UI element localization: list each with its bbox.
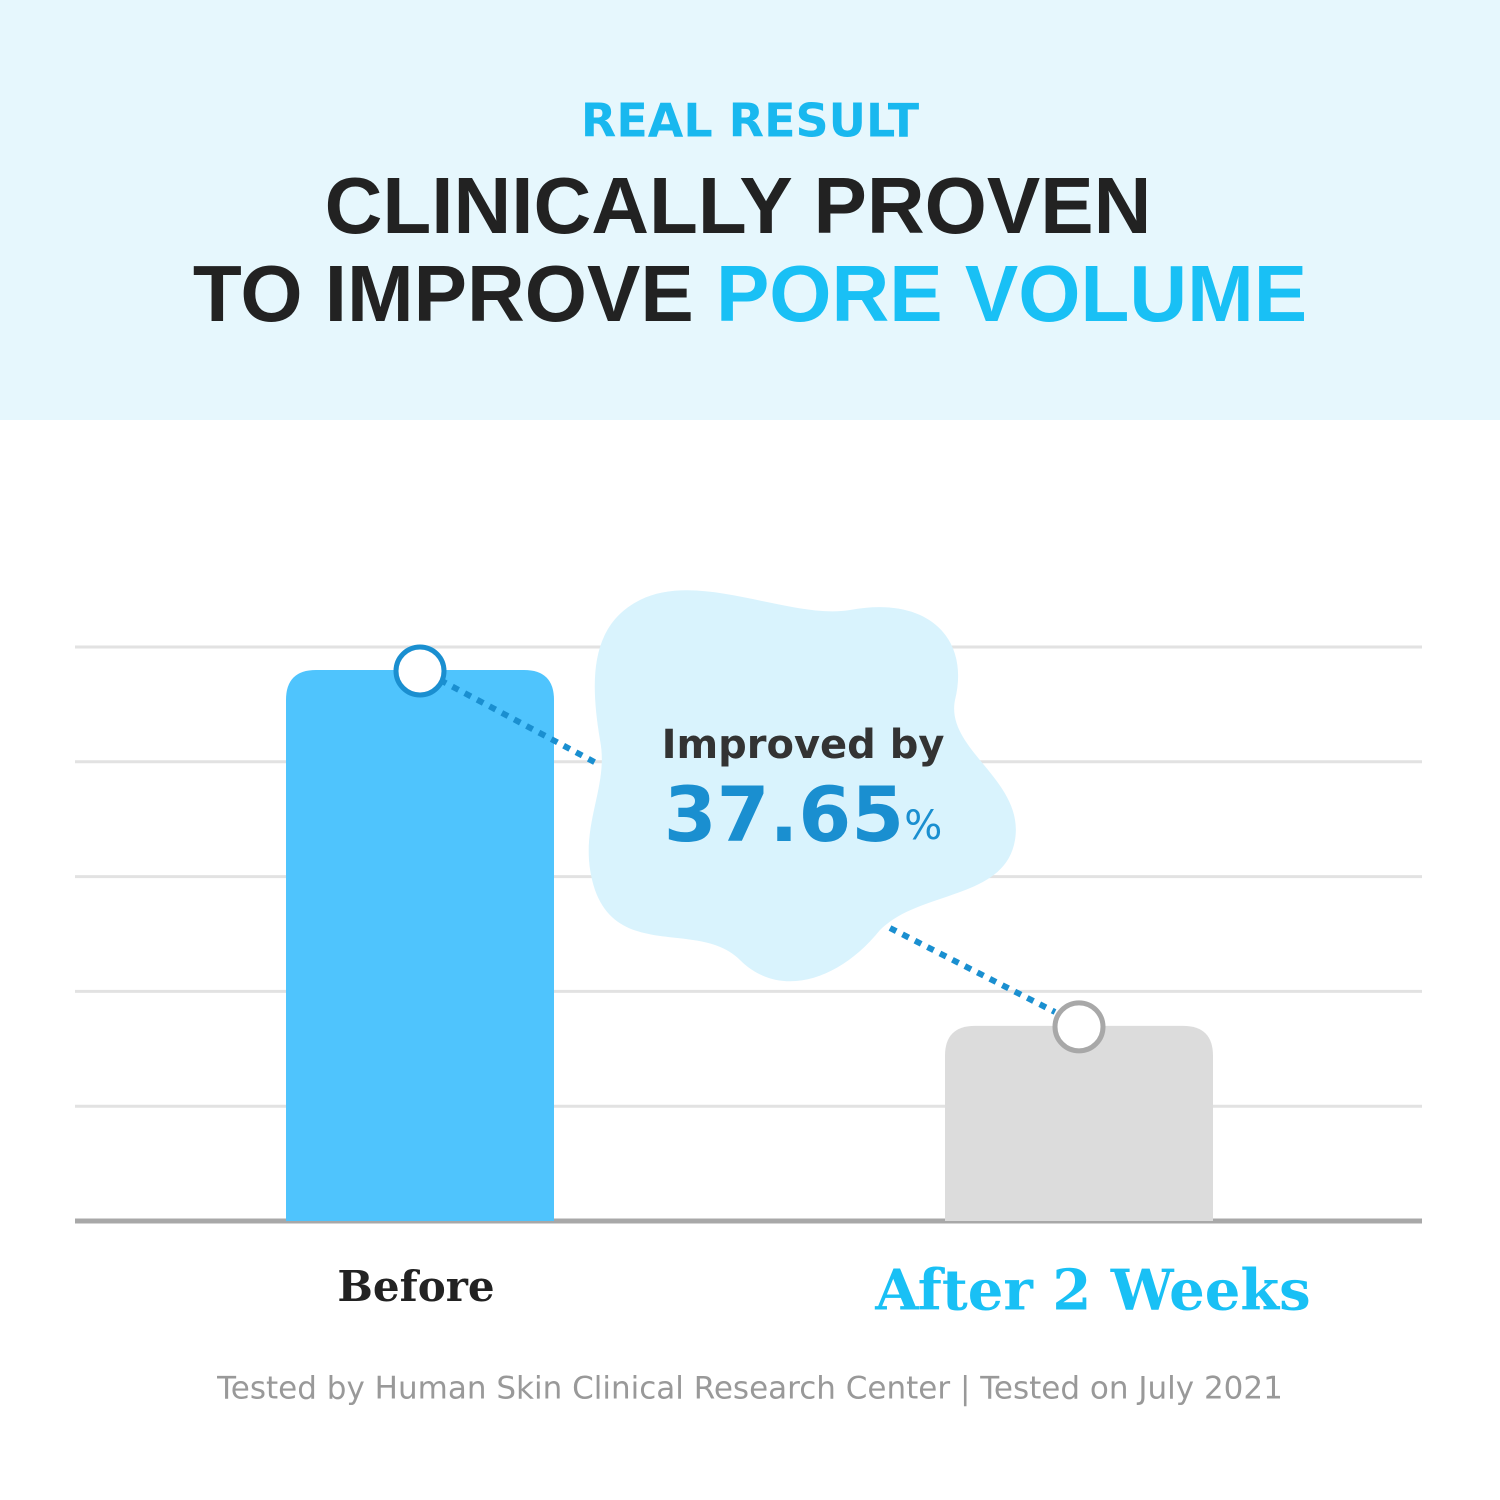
bar-marker bbox=[393, 644, 447, 698]
connector bbox=[888, 925, 1057, 1015]
kicker: REAL RESULT bbox=[581, 94, 920, 148]
header-band bbox=[0, 0, 1500, 420]
markers bbox=[393, 644, 1106, 1054]
footnote: Tested by Human Skin Clinical Research C… bbox=[216, 1371, 1283, 1407]
title-highlight: PORE VOLUME bbox=[716, 249, 1307, 338]
annotation-label: Improved by bbox=[662, 722, 945, 768]
bar bbox=[286, 669, 554, 1221]
title-part: TO IMPROVE bbox=[193, 249, 716, 338]
title-line: CLINICALLY PROVEN bbox=[325, 161, 1152, 250]
bar-marker bbox=[1052, 1000, 1106, 1054]
title-line: TO IMPROVE PORE VOLUME bbox=[193, 249, 1307, 338]
x-tick-label: Before bbox=[337, 1262, 494, 1311]
annotation-unit: % bbox=[904, 803, 942, 849]
annotation-value: 37.65% bbox=[664, 770, 942, 859]
bar bbox=[945, 1025, 1213, 1221]
connector bbox=[438, 677, 602, 768]
annotation-blob bbox=[588, 590, 1016, 982]
bars bbox=[286, 669, 1213, 1221]
x-tick-label: After 2 Weeks bbox=[874, 1258, 1310, 1324]
annotation-number: 37.65 bbox=[664, 770, 904, 859]
